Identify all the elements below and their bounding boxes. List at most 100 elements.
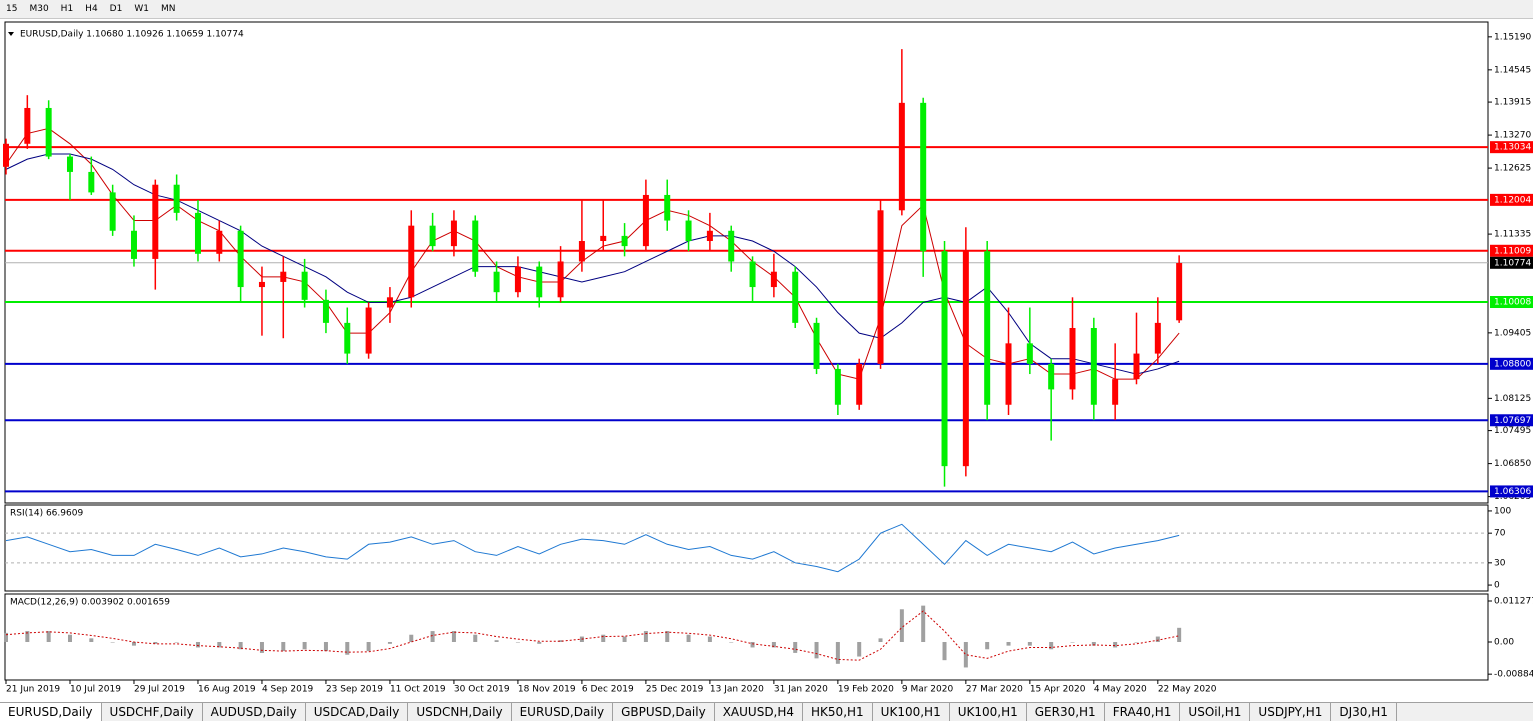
- candle-body: [365, 307, 372, 354]
- macd-bar: [281, 642, 286, 652]
- timeframe-button[interactable]: W1: [134, 4, 149, 14]
- macd-bar: [366, 642, 371, 652]
- macd-bar: [494, 640, 499, 642]
- macd-bar: [963, 642, 968, 668]
- chart-tab[interactable]: XAUUSD,H4: [715, 703, 804, 721]
- macd-bar: [4, 632, 8, 642]
- candle-body: [962, 251, 969, 467]
- candle-body: [429, 225, 436, 247]
- timeframe-button[interactable]: D1: [109, 4, 123, 14]
- candle-body: [66, 156, 73, 172]
- x-tick-label: 19 Feb 2020: [838, 685, 894, 695]
- moving-average: [5, 153, 1180, 375]
- macd-bar: [451, 631, 456, 642]
- macd-bar: [153, 642, 158, 644]
- chart-tab[interactable]: USDCAD,Daily: [306, 703, 409, 721]
- level-label: 1.12004: [1494, 195, 1531, 205]
- macd-bar: [771, 642, 776, 648]
- candle-body: [770, 271, 777, 288]
- chart-tab[interactable]: DJ30,H1: [1331, 703, 1397, 721]
- x-tick-label: 9 Mar 2020: [902, 685, 954, 695]
- level-label: 1.06306: [1494, 487, 1531, 497]
- candle-body: [856, 363, 863, 405]
- macd-bar: [1134, 642, 1139, 643]
- candle-body: [280, 271, 287, 282]
- candle-body: [216, 230, 223, 254]
- candle-body: [578, 241, 585, 262]
- x-tick-label: 21 Jun 2019: [6, 685, 60, 695]
- x-tick-label: 22 May 2020: [1158, 685, 1217, 695]
- timeframe-button[interactable]: H4: [85, 4, 98, 14]
- y-tick-label: 70: [1494, 529, 1506, 539]
- macd-bar: [899, 609, 904, 642]
- macd-bar: [793, 642, 798, 653]
- macd-bar: [302, 642, 307, 650]
- y-tick-label: 0.00: [1494, 638, 1514, 648]
- macd-bar: [1113, 642, 1118, 648]
- level-label-box: [1490, 296, 1533, 309]
- macd-bar: [110, 642, 115, 643]
- chart-tab[interactable]: EURUSD,Daily: [0, 703, 102, 721]
- chart-tab[interactable]: AUDUSD,Daily: [203, 703, 306, 721]
- candle-body: [109, 192, 116, 231]
- candle-body: [877, 210, 884, 364]
- x-tick-label: 4 May 2020: [1094, 685, 1147, 695]
- chart-tab[interactable]: USDCHF,Daily: [102, 703, 203, 721]
- chart-tab[interactable]: UK100,H1: [873, 703, 950, 721]
- x-tick-label: 6 Dec 2019: [582, 685, 634, 695]
- macd-bar: [622, 636, 627, 642]
- macd-bar: [750, 642, 755, 648]
- chart-tab[interactable]: GBPUSD,Daily: [613, 703, 715, 721]
- macd-bar: [1155, 636, 1160, 642]
- macd-bar: [1049, 642, 1054, 650]
- y-tick-label: 1.06850: [1494, 459, 1531, 469]
- level-label-box: [1490, 193, 1533, 206]
- y-tick-label: 100: [1494, 506, 1511, 516]
- candle-body: [642, 194, 649, 247]
- macd-bar: [857, 642, 862, 657]
- macd-bar: [473, 634, 478, 642]
- timeframe-button[interactable]: 15: [6, 4, 18, 14]
- chart-tab[interactable]: GER30,H1: [1027, 703, 1105, 721]
- chart-tab[interactable]: USOil,H1: [1180, 703, 1251, 721]
- macd-bar: [878, 638, 883, 642]
- last-price-label: 1.10774: [1494, 258, 1531, 268]
- candle-body: [408, 225, 415, 298]
- x-tick-label: 15 Apr 2020: [1030, 685, 1086, 695]
- chart-tab[interactable]: USDCNH,Daily: [408, 703, 512, 721]
- chart-tab[interactable]: USDJPY,H1: [1250, 703, 1332, 721]
- macd-bar: [942, 642, 947, 661]
- macd-bar: [1006, 642, 1011, 646]
- y-tick-label: 1.08125: [1494, 394, 1531, 404]
- collapse-arrow: [8, 32, 14, 36]
- x-tick-label: 10 Jul 2019: [70, 685, 121, 695]
- level-label-box: [1490, 414, 1533, 427]
- timeframe-button[interactable]: H1: [60, 4, 74, 14]
- candle-body: [194, 212, 201, 254]
- candle-body: [322, 299, 329, 323]
- chart-tab[interactable]: HK50,H1: [803, 703, 873, 721]
- level-label-box: [1490, 141, 1533, 154]
- macd-bar: [1091, 642, 1096, 646]
- y-tick-label: 0.011277: [1494, 596, 1533, 606]
- x-tick-label: 4 Sep 2019: [262, 685, 314, 695]
- chart-tab[interactable]: UK100,H1: [950, 703, 1027, 721]
- candle-body: [600, 235, 607, 242]
- level-label: 1.13034: [1494, 143, 1531, 153]
- candle-body: [749, 261, 756, 288]
- y-tick-label: 1.14545: [1494, 65, 1531, 75]
- level-label-box: [1490, 485, 1533, 498]
- candle-body: [472, 220, 479, 272]
- macd-bar: [238, 642, 243, 650]
- timeframe-button[interactable]: M30: [29, 4, 49, 14]
- chart-tab[interactable]: EURUSD,Daily: [512, 703, 614, 721]
- rsi-panel: [4, 504, 1489, 592]
- candle-body: [1176, 263, 1183, 321]
- chart-window: EURUSD,Daily 1.10680 1.10926 1.10659 1.1…: [3, 21, 1533, 695]
- chart-tab[interactable]: FRA40,H1: [1105, 703, 1181, 721]
- timeframe-button[interactable]: MN: [160, 4, 176, 14]
- level-label-box: [1490, 244, 1533, 257]
- macd-bar: [174, 642, 179, 643]
- candle-body: [898, 102, 905, 211]
